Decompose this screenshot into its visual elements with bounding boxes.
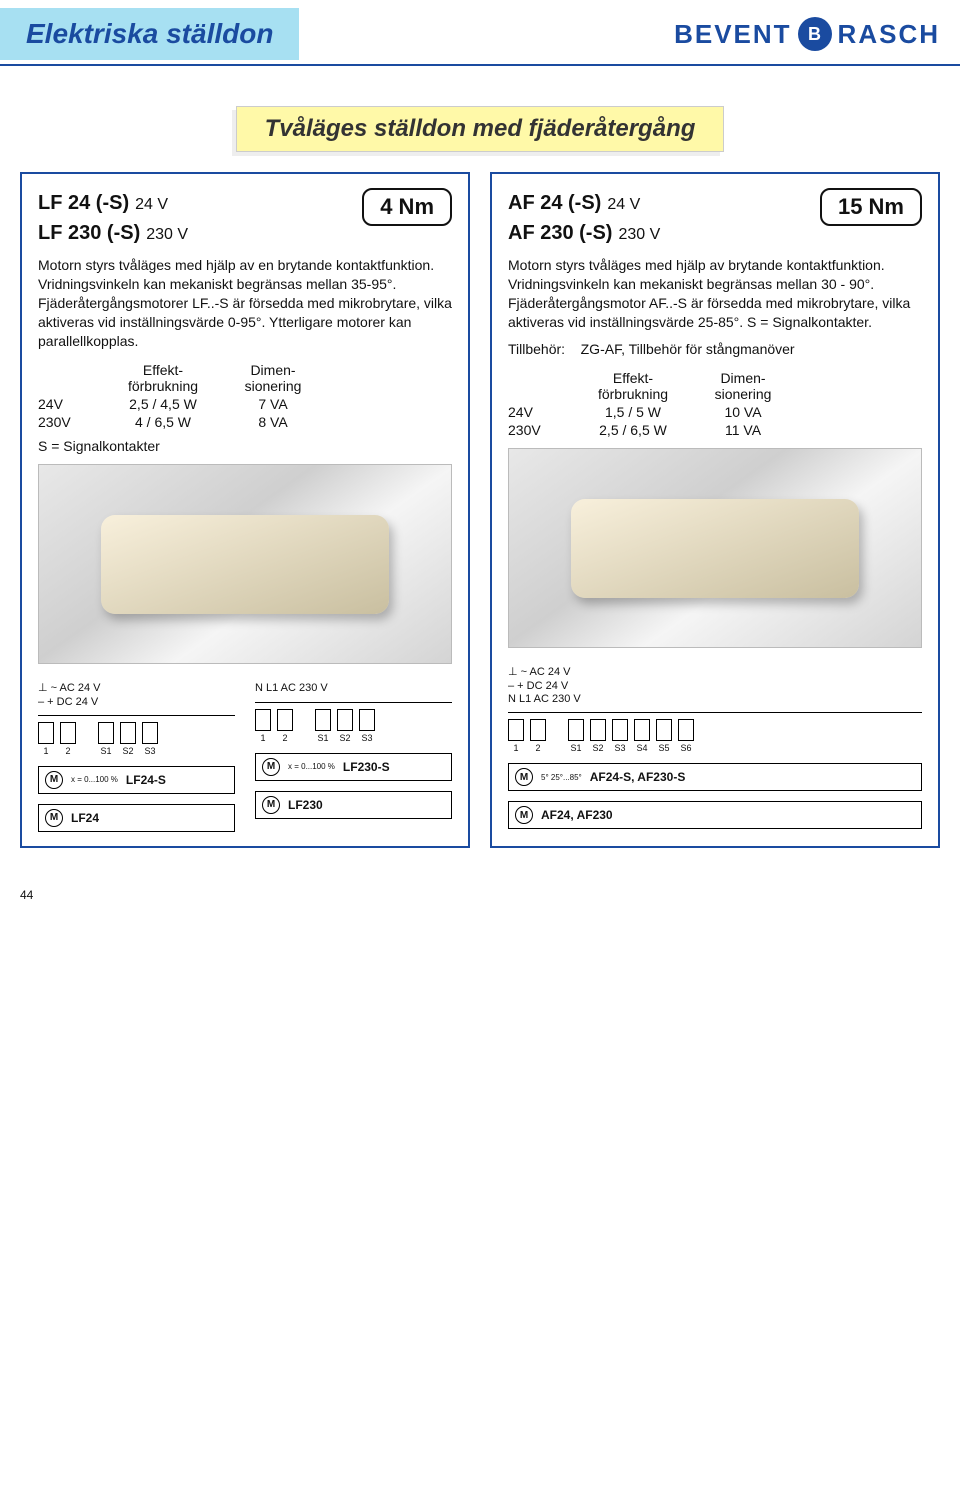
spec-head-effekt: Effekt-: [143, 362, 183, 378]
terminal: [142, 722, 158, 744]
description-text: Motorn styrs tvåläges med hjälp av bryta…: [508, 256, 922, 332]
supply-label: ⊥ ~ AC 24 V – + DC 24 V N L1 AC 230 V: [508, 666, 922, 706]
spec-table: Effekt-förbrukning Dimen-sionering 24V 2…: [38, 362, 452, 430]
model-label: AF24-S, AF230-S: [590, 770, 686, 784]
section-subtitle: Tvåläges ställdon med fjäderåtergång: [236, 106, 725, 152]
spec-table: Effekt-förbrukning Dimen-sionering 24V 1…: [508, 370, 922, 438]
model-lf230: LF 230 (-S): [38, 222, 140, 244]
model-lf24-volt: 24 V: [135, 196, 168, 213]
motor-icon: M: [515, 806, 533, 824]
brand-logo: BEVENT B RASCH: [674, 17, 940, 51]
model-label: LF230-S: [343, 760, 390, 774]
logo-text-left: BEVENT: [674, 19, 791, 50]
terminal: [678, 719, 694, 741]
terminal: [530, 719, 546, 741]
page-title: Elektriska ställdon: [0, 8, 299, 60]
model-af24: AF 24 (-S): [508, 192, 601, 214]
wiring-diagram-area: ⊥ ~ AC 24 V – + DC 24 V N L1 AC 230 V: [508, 666, 922, 829]
angle-note: 5° 25°...85°: [541, 773, 582, 782]
accessories-line: Tillbehör: ZG-AF, Tillbehör för stångman…: [508, 340, 922, 359]
table-row: 230V 2,5 / 6,5 W 11 VA: [508, 422, 922, 438]
table-row: 24V 2,5 / 4,5 W 7 VA: [38, 396, 452, 412]
motor-icon: M: [45, 809, 63, 827]
range-note: x = 0...100 %: [288, 762, 335, 771]
torque-badge: 4 Nm: [362, 188, 452, 226]
motor-icon: M: [262, 796, 280, 814]
description-text: Motorn styrs tvåläges med hjälp av en br…: [38, 256, 452, 350]
product-panel-lf: LF 24 (-S) 24 V LF 230 (-S) 230 V 4 Nm Mot…: [20, 172, 470, 848]
motor-icon: M: [262, 758, 280, 776]
terminal: [60, 722, 76, 744]
terminal: [277, 709, 293, 731]
model-label: LF230: [288, 798, 323, 812]
model-lf24: LF 24 (-S): [38, 192, 129, 214]
model-af230: AF 230 (-S): [508, 222, 612, 244]
terminal: [359, 709, 375, 731]
product-photo: [38, 464, 452, 664]
section-subtitle-wrap: Tvåläges ställdon med fjäderåtergång: [0, 106, 960, 152]
terminal: [508, 719, 524, 741]
terminal: [98, 722, 114, 744]
model-af24-volt: 24 V: [607, 196, 640, 213]
terminal: [590, 719, 606, 741]
logo-text-right: RASCH: [838, 19, 940, 50]
terminal: [612, 719, 628, 741]
terminal: [568, 719, 584, 741]
model-af230-volt: 230 V: [618, 226, 660, 243]
model-names: LF 24 (-S) 24 V LF 230 (-S) 230 V: [38, 188, 188, 248]
terminal: [38, 722, 54, 744]
spec-head-dimen: Dimen-: [250, 362, 295, 378]
table-row: 24V 1,5 / 5 W 10 VA: [508, 404, 922, 420]
signal-note: S = Signalkontakter: [38, 438, 452, 454]
table-row: 230V 4 / 6,5 W 8 VA: [38, 414, 452, 430]
terminal: [255, 709, 271, 731]
torque-badge: 15 Nm: [820, 188, 922, 226]
page-header: Elektriska ställdon BEVENT B RASCH: [0, 0, 960, 66]
terminal: [337, 709, 353, 731]
product-photo: [508, 448, 922, 648]
terminal: [634, 719, 650, 741]
model-label: LF24-S: [126, 773, 166, 787]
model-label: LF24: [71, 811, 99, 825]
motor-icon: M: [515, 768, 533, 786]
product-panel-af: AF 24 (-S) 24 V AF 230 (-S) 230 V 15 Nm Mo…: [490, 172, 940, 848]
wiring-diagram-lf230: N L1 AC 230 V 1 2 S1 S2 S3: [255, 682, 452, 831]
wiring-diagram-area: ⊥ ~ AC 24 V – + DC 24 V 1 2 S1: [38, 682, 452, 831]
logo-badge-icon: B: [798, 17, 832, 51]
model-lf230-volt: 230 V: [146, 226, 188, 243]
motor-icon: M: [45, 771, 63, 789]
terminal: [120, 722, 136, 744]
terminal: [656, 719, 672, 741]
range-note: x = 0...100 %: [71, 775, 118, 784]
model-names: AF 24 (-S) 24 V AF 230 (-S) 230 V: [508, 188, 660, 248]
wiring-diagram-af: ⊥ ~ AC 24 V – + DC 24 V N L1 AC 230 V: [508, 666, 922, 829]
supply-label: ⊥ ~ AC 24 V – + DC 24 V: [38, 682, 235, 708]
supply-label: N L1 AC 230 V: [255, 682, 452, 695]
page-number: 44: [0, 888, 960, 918]
model-label: AF24, AF230: [541, 808, 613, 822]
terminal: [315, 709, 331, 731]
wiring-diagram-lf24: ⊥ ~ AC 24 V – + DC 24 V 1 2 S1: [38, 682, 235, 831]
